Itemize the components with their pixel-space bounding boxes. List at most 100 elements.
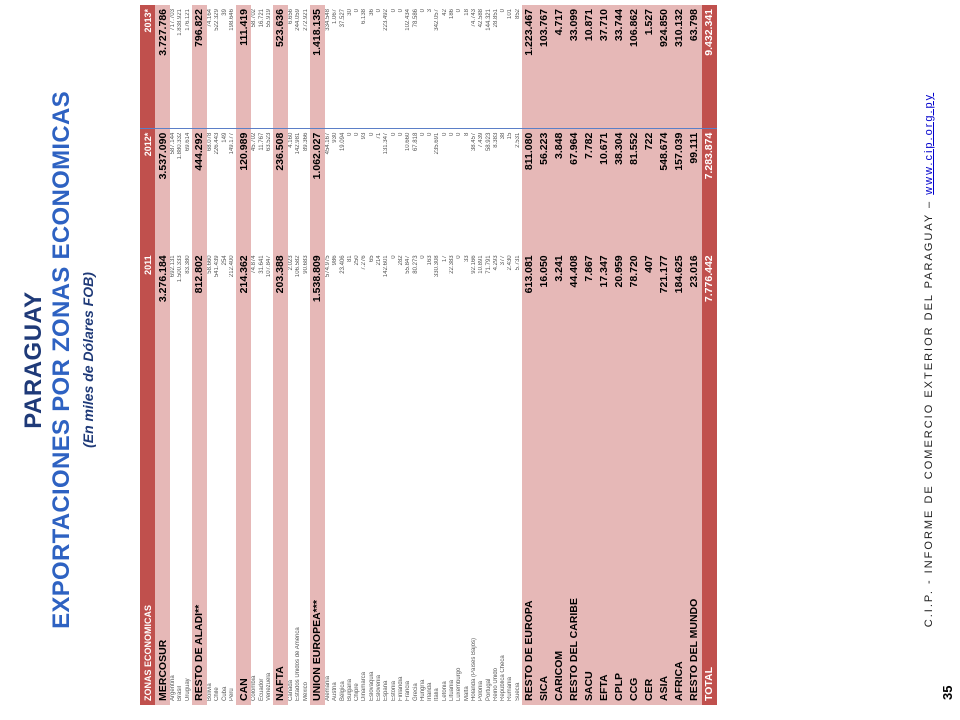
country-row: Cuba 254 149 39: [221, 5, 229, 705]
country-row-label: Lituania: [448, 374, 457, 705]
zone-row-label: CAN: [236, 374, 252, 705]
header-2013: 2013*: [140, 5, 155, 129]
exports-table: ZONAS ECONOMICAS 2011 2012* 2013* MERCOS…: [140, 5, 717, 705]
country-row-2011: 23.406: [339, 251, 347, 375]
country-row-2013: 3: [427, 5, 435, 129]
country-row: Ecuador 31.641 11.767 16.721: [258, 5, 266, 705]
country-row-label: Venezuela: [265, 374, 273, 705]
zone-row-2011: 184.625: [671, 251, 687, 375]
zone-row-2012: 81.552: [626, 128, 642, 252]
zone-row: RESTO DE EUROPA 613.081 811.080 1.223.467: [521, 5, 537, 705]
country-row-2011: 0: [456, 251, 464, 375]
zone-row-2011: 1.538.809: [309, 251, 325, 375]
country-row-2011: 142.601: [383, 251, 391, 375]
country-row-2013: 58.702: [251, 5, 259, 129]
zone-row-2013: 37.710: [596, 5, 612, 129]
country-row-2012: 149: [221, 128, 229, 252]
zone-row-2011: 812.802: [191, 251, 207, 375]
country-row: Bulgaria 81 0 30: [346, 5, 355, 705]
country-row-label: Suecia: [514, 374, 522, 705]
country-row-2011: 33: [463, 251, 471, 375]
country-row-label: Grecia: [412, 374, 420, 705]
country-row-2012: 11.767: [258, 128, 266, 252]
country-row-2011: 250: [354, 251, 362, 375]
country-row: Portugal 71.791 58.923 144.321: [485, 5, 493, 705]
country-row-label: Estonia: [390, 374, 398, 705]
country-row-label: Reino Unido: [492, 374, 500, 705]
header-2011: 2011: [140, 251, 155, 375]
zone-row-label: CARICOM: [551, 374, 567, 705]
page-title: PARAGUAY: [20, 291, 47, 429]
country-row-2012: 68.078: [206, 128, 215, 252]
country-row-label: Bolivia: [206, 374, 215, 705]
country-row-2011: 80.273: [412, 251, 420, 375]
zone-row-2012: 157.039: [671, 128, 687, 252]
units-note: (En miles de Dólares FOB): [80, 272, 96, 448]
country-row: Uruguay 83.380 69.614 176.121: [184, 5, 192, 705]
zone-row-2013: 1.223.467: [521, 5, 537, 129]
country-row-2012: 131.347: [383, 128, 391, 252]
country-row: Austria 986 930 1.067: [332, 5, 340, 705]
country-row-2011: 541.439: [214, 251, 222, 375]
country-row-2012: 454.167: [324, 128, 333, 252]
header-zone: ZONAS ECONOMICAS: [140, 374, 155, 705]
zone-row-2011: 407: [641, 251, 657, 375]
country-row-2012: 1.880.332: [177, 128, 185, 252]
country-row-label: México: [302, 374, 310, 705]
country-row-label: Irlanda: [427, 374, 435, 705]
footer-link[interactable]: www.cip.org.py: [923, 92, 935, 195]
country-row-2012: 58.923: [485, 128, 493, 252]
country-row-2011: 330.308: [434, 251, 442, 375]
country-row-2012: 7.439: [478, 128, 486, 252]
country-row-2013: 28.851: [492, 5, 500, 129]
zone-row-label: SACU: [581, 374, 597, 705]
country-row-2013: 852: [514, 5, 522, 129]
country-row-2011: 212.400: [228, 251, 237, 375]
country-row-2013: 334.548: [324, 5, 333, 129]
page-subtitle: EXPORTACIONES POR ZONAS ECONOMICAS: [48, 91, 75, 629]
zone-row-2013: 33.099: [566, 5, 582, 129]
country-row: Eslovenia 214 71 0: [375, 5, 384, 705]
zone-row-label: EFTA: [596, 374, 612, 705]
country-row-2012: 226.443: [214, 128, 222, 252]
country-row-2013: 0: [499, 5, 508, 129]
total-2012: 7.283.874: [701, 128, 717, 252]
country-row: Argentina 692.131 587.144 717.703: [170, 5, 178, 705]
country-row-2011: 58.660: [206, 251, 215, 375]
zone-row-2011: 3.276.184: [155, 251, 170, 375]
country-row-label: Estados Unidos de América: [295, 374, 303, 705]
country-row-2013: 16.721: [258, 5, 266, 129]
country-row-2013: 74.743: [470, 5, 479, 129]
zone-row-2013: 10.871: [581, 5, 597, 129]
zone-row: UNION EUROPEA*** 1.538.809 1.062.027 1.418.…: [309, 5, 325, 705]
page-number: 35: [940, 685, 955, 700]
country-row-2012: 930: [332, 128, 340, 252]
country-row-2013: 176.121: [184, 5, 192, 129]
country-row-2011: 214: [375, 251, 384, 375]
country-row-2012: 69.614: [184, 128, 192, 252]
country-row: Reino Unido 4.293 8.383 28.851: [492, 5, 500, 705]
country-row: Suecia 5.731 2.531 852: [514, 5, 522, 705]
country-row-2013: 342.057: [434, 5, 442, 129]
country-row-2011: 55.847: [405, 251, 413, 375]
zone-row-2012: 67.964: [566, 128, 582, 252]
country-row-2013: 36: [368, 5, 376, 129]
country-row: Luxemburgo 0 0 0: [456, 5, 464, 705]
zone-row-label: CPLP: [611, 374, 627, 705]
country-row: Eslovaquia 65 0 36: [368, 5, 376, 705]
country-row-2013: 42: [441, 5, 449, 129]
country-row-2011: 74.874: [251, 251, 259, 375]
country-row-2013: 37.527: [339, 5, 347, 129]
country-row-2012: 89.366: [302, 128, 310, 252]
country-row-2013: 0: [397, 5, 406, 129]
country-row-label: Dinamarca: [361, 374, 369, 705]
country-row: Brasil 1.500.333 1.880.332 1.838.921: [177, 5, 185, 705]
country-row-2012: 0: [419, 128, 428, 252]
country-row-label: Ecuador: [258, 374, 266, 705]
country-row-label: Eslovenia: [375, 374, 384, 705]
country-row-2013: 30: [346, 5, 355, 129]
zone-row-label: ASIA: [656, 374, 672, 705]
country-row-label: Brasil: [177, 374, 185, 705]
country-row-label: Portugal: [485, 374, 493, 705]
country-row-2013: 144.321: [485, 5, 493, 129]
